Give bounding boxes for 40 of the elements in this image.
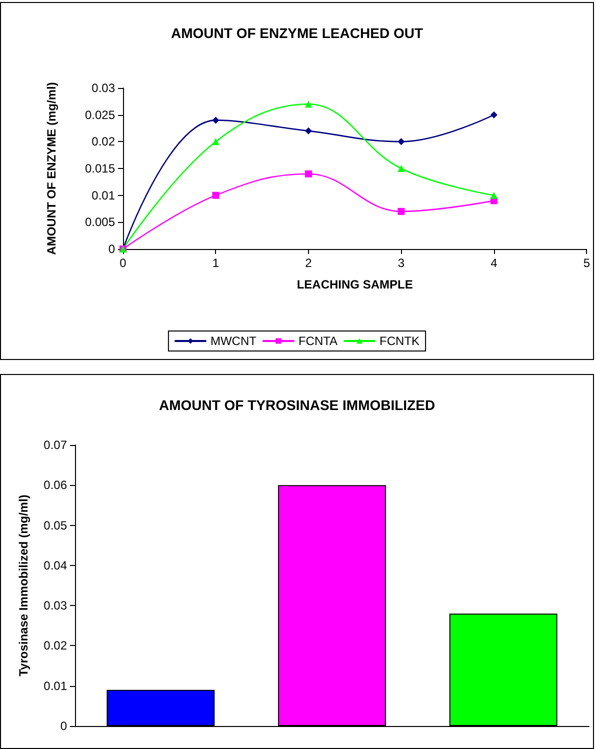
x-tick-label: 0 <box>120 256 127 270</box>
y-tick-label: 0.03 <box>44 598 68 613</box>
y-tick-label: 0.06 <box>44 478 68 492</box>
point <box>490 192 498 199</box>
y-tick-label: 0.01 <box>44 678 68 693</box>
point <box>212 192 220 199</box>
point <box>212 138 220 146</box>
y-tick-label: 0.04 <box>44 558 68 572</box>
x-tick-label: 4 <box>490 256 498 270</box>
point <box>398 138 405 146</box>
y-tick-label: 0.01 <box>92 188 116 202</box>
y-tick-label: 0.02 <box>44 638 68 653</box>
point <box>398 165 405 172</box>
x-tick-label: 5 <box>583 256 590 270</box>
chart-title: AMOUNT OF ENZYME LEACHED OUT <box>171 25 424 41</box>
x-tick-label: 1 <box>212 256 220 270</box>
y-tick-label: 0 <box>108 242 116 256</box>
y-tick-label: 0.02 <box>92 134 116 149</box>
chart-title: AMOUNT OF TYROSINASE IMMOBILIZED <box>158 397 436 413</box>
x-tick-label: 2 <box>305 256 312 270</box>
legend-label: FCNTK <box>380 334 420 348</box>
point <box>304 100 312 108</box>
x-tick-label: 3 <box>398 256 405 270</box>
y-tick-label: 0.03 <box>92 81 116 95</box>
y-tick-label: 0.015 <box>84 162 116 176</box>
y-tick-label: 0.07 <box>44 438 68 452</box>
y-tick-label: 0.05 <box>44 518 68 532</box>
point <box>398 208 405 215</box>
point <box>212 116 220 124</box>
y-tick-label: 0.025 <box>84 108 116 122</box>
point <box>490 111 498 118</box>
legend-label: MWCNT <box>210 334 258 348</box>
y-axis-title: Tyrosinase Immobilized (mg/ml) <box>16 494 30 676</box>
legend-label: FCNTA <box>298 334 338 348</box>
y-tick-label: 0.005 <box>84 215 116 230</box>
point <box>304 127 312 134</box>
x-axis-title: LEACHING SAMPLE <box>296 278 413 292</box>
y-axis-title: AMOUNT OF ENZYME (mg/ml) <box>44 82 58 255</box>
y-tick-label: 0 <box>60 719 68 733</box>
point <box>304 170 312 178</box>
